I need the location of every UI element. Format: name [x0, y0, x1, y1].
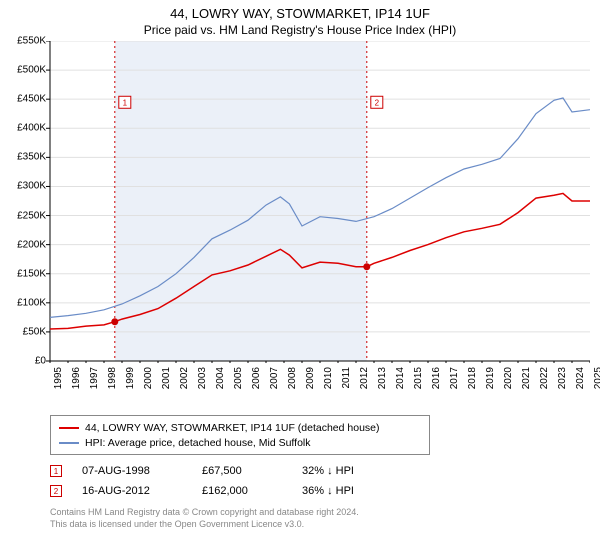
x-tick-label: 1995	[53, 367, 64, 389]
x-tick-label: 2023	[557, 367, 568, 389]
legend-swatch	[59, 442, 79, 444]
x-tick-label: 1996	[71, 367, 82, 389]
svg-text:2: 2	[375, 98, 380, 107]
sale-price: £162,000	[202, 485, 302, 497]
chart-title: 44, LOWRY WAY, STOWMARKET, IP14 1UF	[10, 6, 590, 21]
y-tick-label: £550K	[17, 36, 46, 47]
x-tick-label: 2004	[215, 367, 226, 389]
x-tick-label: 2005	[233, 367, 244, 389]
x-tick-label: 2017	[449, 367, 460, 389]
sale-marker-box: 1	[50, 465, 62, 477]
x-tick-label: 2019	[485, 367, 496, 389]
x-tick-label: 2011	[341, 367, 352, 389]
legend-swatch	[59, 427, 79, 429]
x-tick-label: 1999	[125, 367, 136, 389]
x-tick-label: 2022	[539, 367, 550, 389]
x-tick-label: 2012	[359, 367, 370, 389]
y-tick-label: £100K	[17, 297, 46, 308]
x-tick-label: 2015	[413, 367, 424, 389]
price-chart: 12	[10, 41, 590, 363]
sale-marker-box: 2	[50, 485, 62, 497]
x-tick-label: 2013	[377, 367, 388, 389]
footnote: Contains HM Land Registry data © Crown c…	[50, 507, 590, 530]
sale-delta: 36% ↓ HPI	[302, 485, 402, 497]
x-tick-label: 2020	[503, 367, 514, 389]
legend-label: 44, LOWRY WAY, STOWMARKET, IP14 1UF (det…	[85, 422, 380, 434]
x-tick-label: 2008	[287, 367, 298, 389]
x-tick-label: 2014	[395, 367, 406, 389]
x-tick-label: 2001	[161, 367, 172, 389]
x-tick-label: 2018	[467, 367, 478, 389]
x-tick-label: 2010	[323, 367, 334, 389]
x-tick-label: 2009	[305, 367, 316, 389]
x-tick-label: 2016	[431, 367, 442, 389]
svg-text:1: 1	[123, 98, 128, 107]
y-tick-label: £500K	[17, 65, 46, 76]
legend-label: HPI: Average price, detached house, Mid …	[85, 437, 311, 449]
y-tick-label: £50K	[23, 326, 46, 337]
sale-delta: 32% ↓ HPI	[302, 465, 402, 477]
sale-date: 07-AUG-1998	[82, 465, 202, 477]
x-tick-label: 2007	[269, 367, 280, 389]
x-tick-label: 2003	[197, 367, 208, 389]
y-tick-label: £400K	[17, 123, 46, 134]
x-tick-label: 1998	[107, 367, 118, 389]
sale-row: 1 07-AUG-1998£67,50032% ↓ HPI	[50, 461, 590, 481]
x-tick-label: 2002	[179, 367, 190, 389]
x-tick-label: 2021	[521, 367, 532, 389]
chart-subtitle: Price paid vs. HM Land Registry's House …	[10, 23, 590, 37]
legend-item: HPI: Average price, detached house, Mid …	[59, 435, 421, 450]
x-tick-label: 2025	[593, 367, 600, 389]
y-tick-label: £250K	[17, 210, 46, 221]
x-tick-label: 2024	[575, 367, 586, 389]
y-tick-label: £350K	[17, 152, 46, 163]
x-tick-label: 2006	[251, 367, 262, 389]
sale-row: 2 16-AUG-2012£162,00036% ↓ HPI	[50, 481, 590, 501]
y-tick-label: £0	[35, 356, 46, 367]
y-tick-label: £200K	[17, 239, 46, 250]
y-tick-label: £300K	[17, 181, 46, 192]
y-tick-label: £450K	[17, 94, 46, 105]
x-tick-label: 1997	[89, 367, 100, 389]
footnote-line: This data is licensed under the Open Gov…	[50, 519, 590, 531]
x-tick-label: 2000	[143, 367, 154, 389]
chart-area: £0 £50K £100K £150K £200K £250K £300K £350K £400…	[10, 41, 590, 411]
sale-price: £67,500	[202, 465, 302, 477]
legend-item: 44, LOWRY WAY, STOWMARKET, IP14 1UF (det…	[59, 420, 421, 435]
legend: 44, LOWRY WAY, STOWMARKET, IP14 1UF (det…	[50, 415, 430, 455]
sale-date: 16-AUG-2012	[82, 485, 202, 497]
footnote-line: Contains HM Land Registry data © Crown c…	[50, 507, 590, 519]
sales-table: 1 07-AUG-1998£67,50032% ↓ HPI 2 16-AUG-2012…	[50, 461, 590, 501]
y-tick-label: £150K	[17, 268, 46, 279]
